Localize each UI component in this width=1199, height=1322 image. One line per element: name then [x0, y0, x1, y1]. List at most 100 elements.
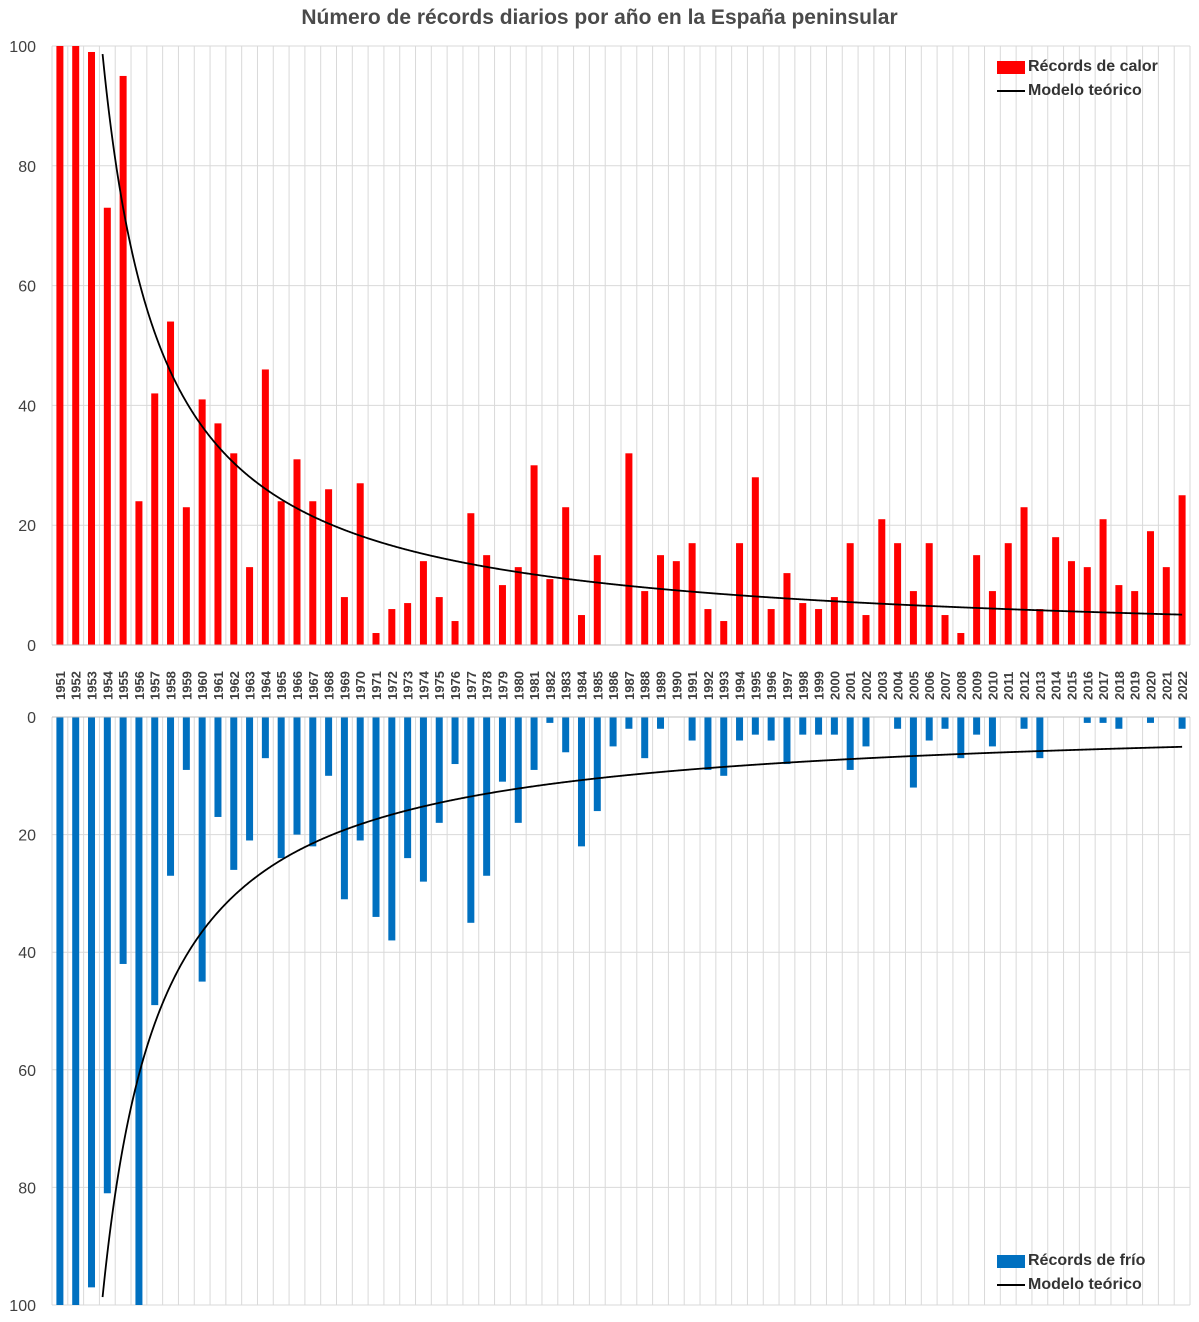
x-tick-label: 2010: [985, 671, 1000, 700]
cold-bar: [1178, 717, 1186, 729]
heat-bar: [182, 507, 190, 645]
heat-bar: [293, 459, 301, 645]
cold-bar: [815, 717, 823, 735]
heat-bar: [1162, 567, 1170, 645]
cold-bar: [103, 717, 111, 1194]
x-tick-label: 1963: [243, 671, 258, 700]
cold-bar: [973, 717, 981, 735]
heat-bar: [1146, 531, 1154, 645]
heat-bar: [1004, 543, 1012, 645]
x-tick-label: 2015: [1064, 671, 1079, 700]
x-tick-label: 1970: [353, 671, 368, 700]
x-tick-label: 2017: [1096, 671, 1111, 700]
cold-bar: [167, 717, 175, 876]
x-tick-label: 1965: [274, 671, 289, 700]
heat-bar: [973, 555, 981, 645]
heat-bar: [167, 321, 175, 645]
heat-bar: [751, 477, 759, 645]
cold-bar: [1036, 717, 1044, 759]
heat-bar: [988, 591, 996, 645]
y-tick-label: 20: [18, 828, 36, 845]
cold-bar: [514, 717, 522, 823]
cold-bar: [198, 717, 206, 982]
cold-bar: [751, 717, 759, 735]
x-tick-label: 1989: [654, 671, 669, 700]
heat-bar: [878, 519, 886, 645]
y-tick-label: 60: [18, 279, 36, 296]
legend-label-model-bottom: Modelo teórico: [1028, 1276, 1142, 1293]
x-tick-label: 1979: [495, 671, 510, 700]
heat-bar: [151, 393, 159, 645]
x-tick-label: 2011: [1001, 672, 1016, 700]
cold-bar: [1115, 717, 1123, 729]
heat-bar: [1131, 591, 1139, 645]
cold-bar: [1020, 717, 1028, 729]
heat-bar: [340, 597, 348, 645]
y-tick-label: 40: [18, 945, 36, 962]
cold-bar: [562, 717, 570, 753]
heat-bar: [957, 633, 965, 645]
heat-bar: [198, 399, 206, 645]
axes: [52, 644, 1190, 718]
cold-bar: [119, 717, 127, 964]
x-tick-label: 2020: [1143, 671, 1158, 700]
x-tick-label: 1987: [622, 671, 637, 700]
heat-bar: [1083, 567, 1091, 645]
cold-bar: [799, 717, 807, 735]
cold-bar: [325, 717, 333, 776]
heat-bar: [1052, 537, 1060, 645]
legend-label-heat: Récords de calor: [1028, 58, 1158, 75]
x-tick-label: 1974: [416, 670, 431, 700]
x-tick-label: 1980: [511, 671, 526, 700]
cold-bar: [641, 717, 649, 759]
heat-bar: [467, 513, 475, 645]
heat-bar: [119, 75, 127, 645]
cold-bar: [846, 717, 854, 770]
cold-bar: [230, 717, 238, 870]
heat-bar: [577, 615, 585, 645]
heat-bar: [246, 567, 254, 645]
heat-bar: [783, 573, 791, 645]
cold-bar: [1083, 717, 1091, 723]
x-tick-label: 1968: [322, 671, 337, 700]
heat-bar: [1115, 585, 1123, 645]
cold-bar: [88, 717, 96, 1288]
cold-bar: [419, 717, 427, 882]
cold-bar: [830, 717, 838, 735]
y-tick-label: 60: [18, 1063, 36, 1080]
x-tick-label: 2000: [827, 671, 842, 700]
heat-bar: [530, 465, 538, 645]
cold-bars: [56, 717, 1186, 1305]
cold-bar: [309, 717, 317, 847]
heat-bar: [688, 543, 696, 645]
x-tick-label: 1983: [559, 671, 574, 700]
cold-bar: [356, 717, 364, 841]
x-tick-label: 1981: [527, 671, 542, 700]
y-tick-label: 0: [27, 638, 36, 655]
cold-bar: [957, 717, 965, 759]
x-tick-label: 2004: [891, 670, 906, 700]
x-tick-label: 1991: [685, 671, 700, 700]
heat-bar: [214, 423, 222, 645]
gridlines: [51, 45, 1191, 1306]
cold-bar: [246, 717, 254, 841]
x-tick-label: 2008: [954, 671, 969, 700]
x-tick-label: 1951: [53, 671, 68, 700]
x-tick-label: 2016: [1080, 671, 1095, 700]
legend-top: Récords de calor Modelo teórico: [997, 55, 1158, 103]
x-tick-label: 1955: [116, 671, 131, 700]
cold-bar: [467, 717, 475, 923]
x-tick-label: 1967: [306, 671, 321, 700]
x-tick-label: 1972: [385, 671, 400, 700]
heat-bar: [1067, 561, 1075, 645]
x-tick-label: 1962: [227, 671, 242, 700]
x-tick-label: 2002: [859, 671, 874, 700]
cold-bar: [909, 717, 917, 788]
legend-item-model-bottom: Modelo teórico: [997, 1273, 1145, 1297]
chart-title: Número de récords diarios por año en la …: [301, 6, 898, 29]
cold-bar: [451, 717, 459, 765]
heat-bar: [767, 609, 775, 645]
y-tick-label: 40: [18, 398, 36, 415]
x-tick-label: 1969: [337, 671, 352, 700]
